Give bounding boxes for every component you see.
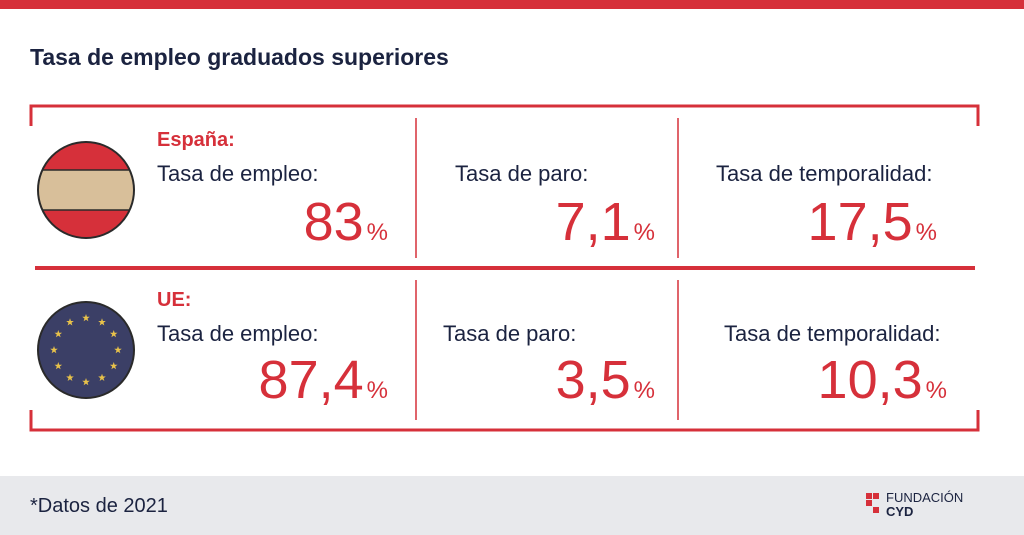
star bbox=[82, 314, 90, 322]
value-number: 7,1 bbox=[556, 192, 631, 252]
star bbox=[109, 330, 118, 338]
stat-label: Tasa de paro: bbox=[455, 161, 588, 186]
value-unit: % bbox=[634, 377, 655, 404]
star bbox=[54, 362, 63, 370]
logo: FUNDACIÓN CYD bbox=[866, 490, 963, 519]
title: Tasa de empleo graduados superiores bbox=[30, 44, 449, 70]
stat-label: Tasa de empleo: bbox=[157, 321, 318, 346]
stat-value: 3,5% bbox=[556, 350, 655, 410]
value-unit: % bbox=[367, 377, 388, 404]
value-unit: % bbox=[634, 219, 655, 246]
region-label: España: bbox=[157, 129, 235, 151]
top-bar bbox=[0, 0, 1024, 9]
footer-band bbox=[0, 476, 1024, 535]
star bbox=[98, 318, 106, 326]
star bbox=[50, 346, 58, 354]
value-number: 3,5 bbox=[556, 350, 631, 410]
logo-line1: FUNDACIÓN bbox=[886, 490, 963, 505]
star bbox=[66, 373, 74, 381]
stat-label: Tasa de empleo: bbox=[157, 161, 318, 186]
star bbox=[109, 362, 118, 370]
star bbox=[82, 378, 90, 386]
stat-value: 7,1% bbox=[556, 192, 655, 252]
star bbox=[66, 318, 74, 326]
spain-flag bbox=[37, 141, 135, 239]
value-number: 17,5 bbox=[808, 192, 913, 252]
stat-label: Tasa de temporalidad: bbox=[716, 161, 932, 186]
value-number: 10,3 bbox=[818, 350, 923, 410]
footnote: *Datos de 2021 bbox=[30, 495, 168, 517]
value-unit: % bbox=[916, 219, 937, 246]
frame bbox=[29, 104, 980, 432]
star bbox=[98, 373, 106, 381]
stat-label: Tasa de temporalidad: bbox=[724, 321, 940, 346]
stat-value: 17,5% bbox=[808, 192, 937, 252]
eu-flag bbox=[37, 301, 135, 399]
stat-value: 10,3% bbox=[818, 350, 947, 410]
region-label: UE: bbox=[157, 289, 191, 311]
value-number: 83 bbox=[304, 192, 364, 252]
stat-value: 83% bbox=[304, 192, 388, 252]
value-unit: % bbox=[926, 377, 947, 404]
stat-label: Tasa de paro: bbox=[443, 321, 576, 346]
value-number: 87,4 bbox=[259, 350, 364, 410]
stat-value: 87,4% bbox=[259, 350, 388, 410]
star bbox=[114, 346, 122, 354]
logo-line2: CYD bbox=[886, 504, 913, 519]
value-unit: % bbox=[367, 219, 388, 246]
star bbox=[54, 330, 63, 338]
